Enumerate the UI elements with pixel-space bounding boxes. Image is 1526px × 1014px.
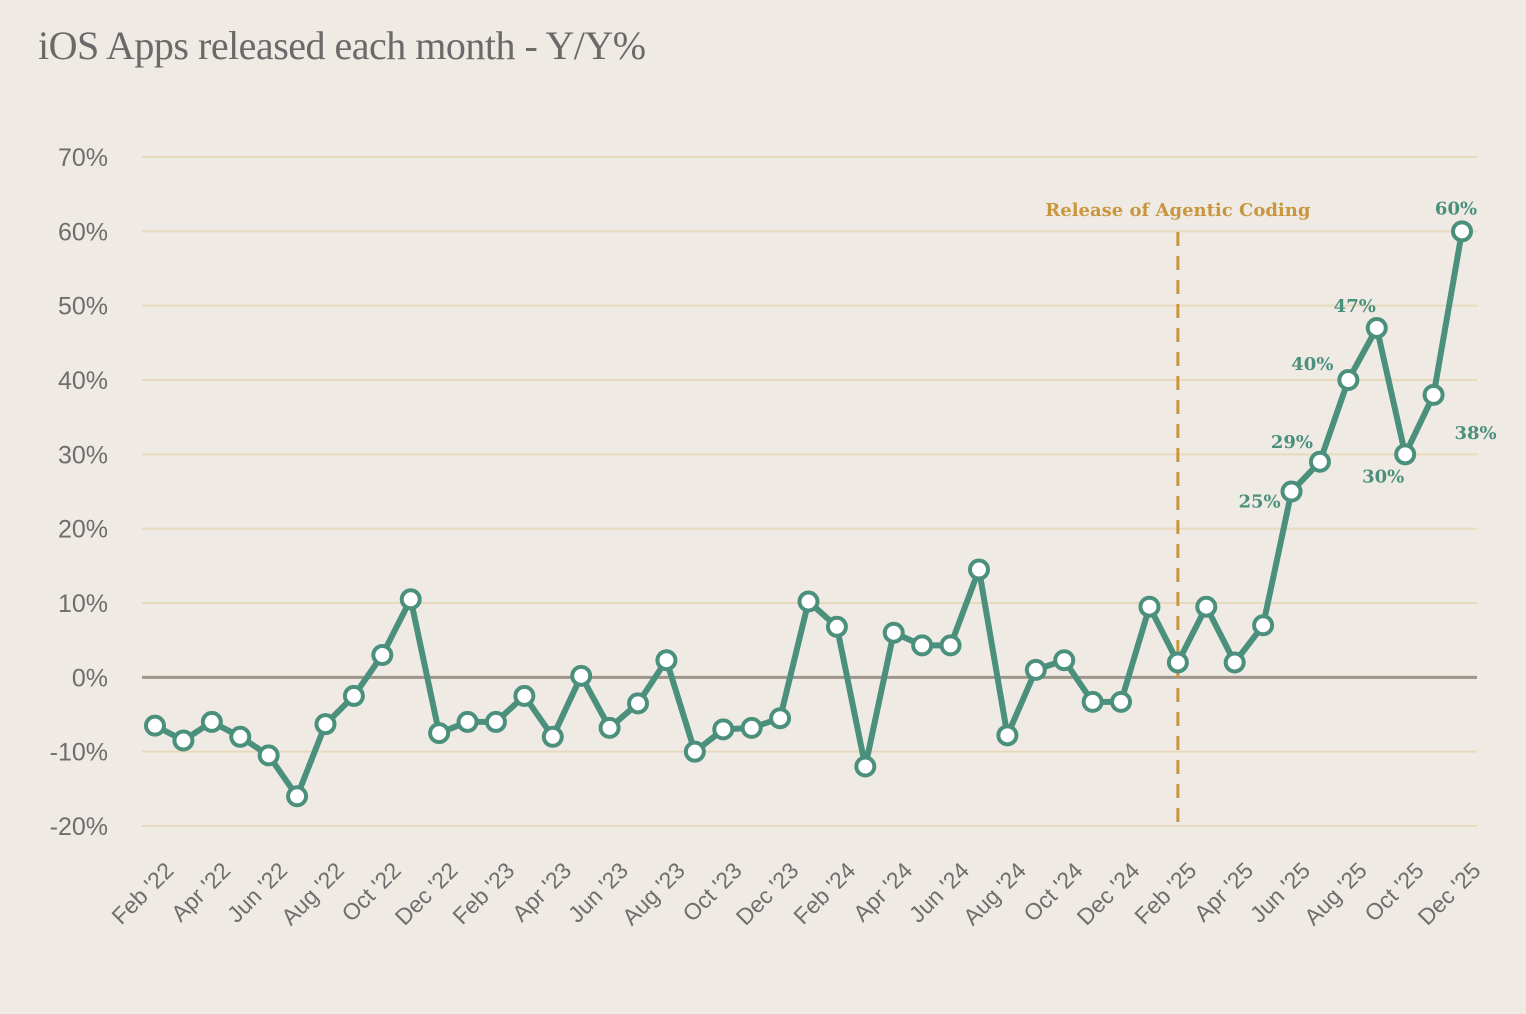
data-point (769, 707, 792, 730)
data-point (1195, 595, 1218, 618)
data-point (825, 615, 848, 638)
data-label: 30% (1362, 466, 1404, 487)
x-tick-label: Apr '23 (507, 857, 576, 926)
data-point (1451, 220, 1473, 243)
data-point (996, 724, 1019, 747)
data-point (967, 558, 990, 581)
x-tick-label: Apr '24 (848, 857, 918, 927)
data-point (655, 649, 678, 672)
data-point (797, 590, 820, 613)
y-tick-label: 0% (72, 664, 108, 692)
data-point (172, 729, 195, 752)
x-tick-label: Aug '22 (276, 857, 349, 930)
data-point (484, 710, 507, 733)
data-point (1308, 450, 1331, 473)
data-point (1081, 690, 1104, 713)
x-tick-label: Feb '22 (106, 857, 178, 929)
data-label: 40% (1291, 354, 1333, 375)
series-line-layer (152, 228, 1465, 800)
y-axis-ticks: 70% 60% 50% 40% 30% 20% 10% 0% -10% -20% (50, 144, 108, 841)
data-point (342, 684, 365, 707)
annotation-label: Release of Agentic Coding (1045, 200, 1311, 221)
annotation-layer: Release of Agentic Coding (1045, 200, 1311, 826)
data-point (1337, 369, 1360, 391)
data-point (1024, 658, 1047, 681)
y-tick-label: 30% (58, 441, 108, 469)
series-line (152, 228, 1465, 800)
data-point (456, 710, 479, 733)
data-label: 29% (1271, 432, 1313, 453)
data-point (257, 744, 280, 767)
data-point (570, 664, 593, 687)
data-point (1280, 480, 1303, 503)
data-point (371, 644, 394, 667)
data-point (1110, 690, 1133, 713)
data-point (144, 714, 166, 737)
x-tick-label: Dec '22 (390, 857, 463, 930)
data-label: 25% (1238, 492, 1280, 513)
x-tick-label: Dec '24 (1072, 857, 1145, 930)
x-tick-label: Dec '25 (1413, 857, 1486, 930)
y-tick-label: -10% (50, 739, 108, 767)
data-point (1223, 651, 1246, 674)
x-tick-label: Feb '25 (1129, 857, 1201, 929)
data-label: 38% (1455, 423, 1497, 444)
x-tick-label: Aug '23 (617, 857, 690, 930)
data-label: 47% (1334, 296, 1376, 317)
data-point (1394, 443, 1417, 466)
x-tick-label: Dec '23 (731, 857, 804, 930)
x-tick-label: Apr '22 (166, 857, 235, 926)
data-label: 60% (1435, 198, 1477, 219)
data-point (1166, 651, 1189, 674)
data-point (712, 718, 735, 741)
x-tick-label: Feb '23 (447, 857, 519, 929)
data-point (911, 634, 934, 657)
x-tick-label: Aug '24 (958, 857, 1031, 930)
data-point (882, 621, 905, 644)
data-point (627, 692, 650, 715)
x-tick-label: Feb '24 (788, 857, 860, 929)
data-point (428, 722, 451, 745)
data-point (229, 725, 252, 748)
data-point (541, 725, 564, 748)
data-point (314, 713, 337, 736)
y-tick-label: 50% (58, 293, 108, 321)
x-tick-label: Aug '25 (1299, 857, 1372, 930)
data-point (1365, 316, 1388, 339)
data-point (1252, 614, 1275, 637)
data-point (1422, 383, 1445, 406)
data-point (598, 716, 621, 739)
y-tick-label: 40% (58, 367, 108, 395)
data-point (740, 716, 763, 739)
x-tick-label: Apr '25 (1189, 857, 1258, 926)
data-point (854, 755, 877, 778)
data-point (939, 634, 962, 657)
y-tick-label: 20% (58, 516, 108, 544)
data-point (1138, 595, 1161, 618)
y-tick-label: 70% (58, 144, 108, 172)
y-tick-label: 60% (58, 218, 108, 246)
data-point (200, 710, 223, 733)
data-point (286, 785, 309, 808)
y-tick-label: -20% (50, 813, 108, 841)
data-point (1053, 649, 1076, 672)
data-point (683, 740, 706, 763)
data-labels: 25% 29% 40% 47% 30% 38% 60% (1238, 198, 1496, 512)
data-point (399, 588, 422, 611)
y-tick-label: 10% (58, 590, 108, 618)
data-point (513, 684, 536, 707)
data-points (144, 220, 1473, 808)
chart-title: iOS Apps released each month - Y/Y% (38, 23, 646, 68)
